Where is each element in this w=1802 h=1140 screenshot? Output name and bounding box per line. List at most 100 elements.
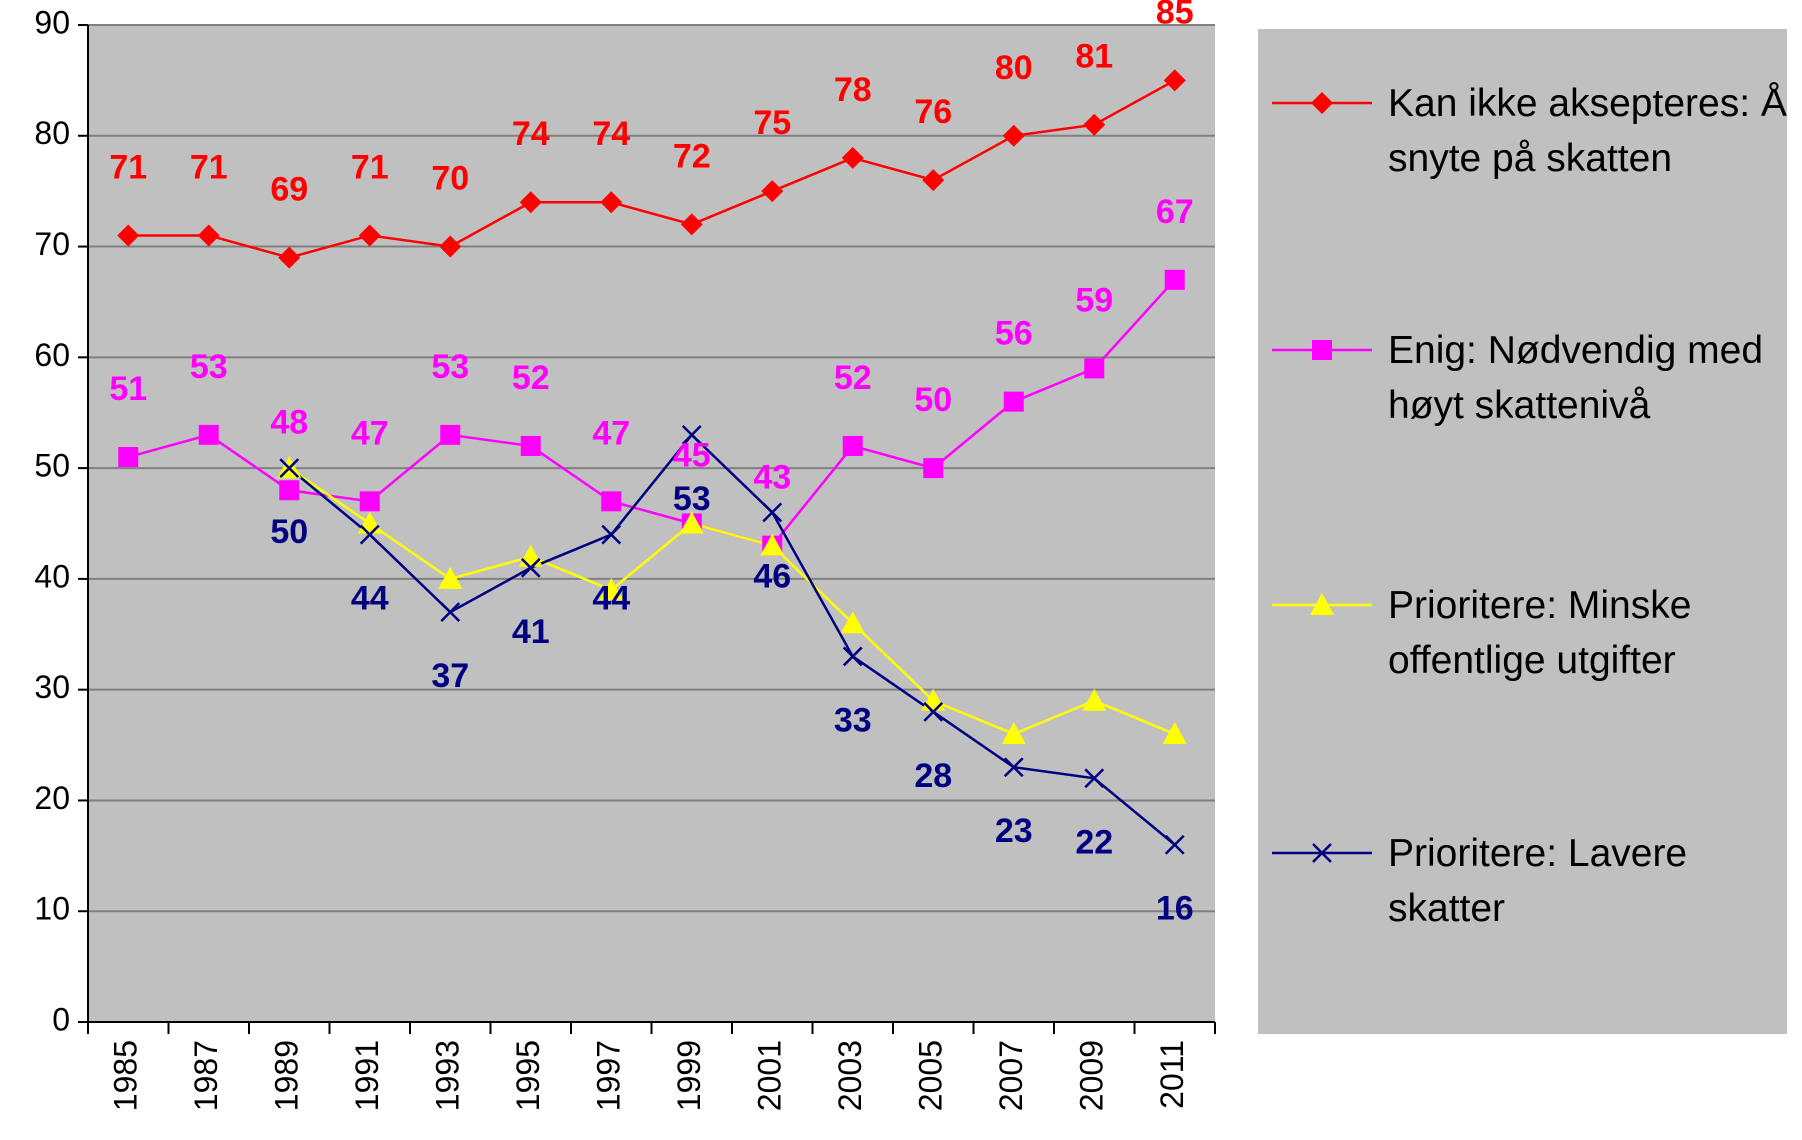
x-tick-label: 2009 bbox=[1074, 1040, 1110, 1111]
data-label: 41 bbox=[512, 613, 550, 651]
point bbox=[761, 180, 784, 203]
legend-swatch bbox=[1272, 92, 1372, 114]
data-label: 56 bbox=[995, 315, 1033, 353]
data-label: 44 bbox=[351, 580, 389, 618]
x-tick-label: 2005 bbox=[913, 1040, 949, 1111]
series-line bbox=[288, 467, 1176, 736]
point bbox=[842, 435, 863, 456]
data-label: 71 bbox=[351, 148, 389, 186]
point bbox=[762, 502, 783, 523]
point bbox=[681, 424, 702, 445]
data-label: 70 bbox=[431, 160, 469, 198]
y-tick-label: 90 bbox=[34, 4, 70, 40]
data-label: 33 bbox=[834, 701, 872, 739]
point bbox=[1003, 757, 1024, 778]
legend-label: Prioritere: Minske offentlige utgifter bbox=[1388, 584, 1692, 682]
series-line bbox=[127, 278, 1176, 548]
x-tick-label: 1987 bbox=[188, 1040, 224, 1111]
point bbox=[1163, 69, 1186, 92]
y-tick-label: 60 bbox=[34, 337, 70, 373]
legend-label: Enig: Nødvendig med høyt skattenivå bbox=[1388, 329, 1764, 427]
point bbox=[1164, 834, 1185, 855]
point bbox=[840, 611, 865, 634]
data-label: 74 bbox=[512, 115, 550, 153]
x-tick-label: 2007 bbox=[993, 1040, 1029, 1111]
data-label: 76 bbox=[914, 93, 952, 131]
point bbox=[520, 557, 541, 578]
legend-swatch bbox=[1272, 340, 1372, 360]
point bbox=[1084, 768, 1105, 789]
data-label: 43 bbox=[753, 459, 791, 497]
point bbox=[923, 458, 944, 479]
point bbox=[198, 424, 219, 445]
point bbox=[601, 524, 622, 545]
point bbox=[118, 447, 139, 468]
data-label: 47 bbox=[592, 414, 630, 452]
legend-marker bbox=[1312, 843, 1332, 863]
point bbox=[1164, 269, 1185, 290]
point bbox=[923, 701, 944, 722]
point bbox=[922, 169, 945, 192]
data-label: 81 bbox=[1075, 38, 1113, 76]
data-label: 78 bbox=[834, 71, 872, 109]
legend-entry: Prioritere: Lavere skatter bbox=[1258, 826, 1788, 936]
x-tick-label: 2001 bbox=[752, 1040, 788, 1111]
series-line bbox=[128, 79, 1176, 259]
plot-area bbox=[88, 25, 1215, 1022]
y-tick-label: 50 bbox=[34, 448, 70, 484]
point bbox=[680, 213, 703, 236]
x-tick-label: 2011 bbox=[1154, 1040, 1190, 1109]
point bbox=[1003, 391, 1024, 412]
point bbox=[601, 491, 622, 512]
data-label: 37 bbox=[431, 657, 469, 695]
data-label: 75 bbox=[753, 104, 791, 142]
x-tick-label: 1985 bbox=[108, 1040, 144, 1111]
point bbox=[1001, 721, 1026, 744]
y-tick-label: 40 bbox=[34, 558, 70, 594]
data-label: 67 bbox=[1156, 193, 1194, 231]
y-tick-label: 30 bbox=[34, 669, 70, 705]
point bbox=[117, 224, 140, 247]
point bbox=[438, 566, 463, 589]
y-tick-label: 0 bbox=[52, 1001, 70, 1037]
data-label: 52 bbox=[512, 359, 550, 397]
point bbox=[1084, 358, 1105, 379]
data-label: 53 bbox=[190, 348, 228, 386]
legend-swatch bbox=[1272, 843, 1372, 863]
point bbox=[359, 524, 380, 545]
x-tick-label: 1997 bbox=[591, 1040, 627, 1111]
legend: Kan ikke aksepteres: Å snyte på skatten E… bbox=[1258, 29, 1787, 1034]
data-label: 50 bbox=[270, 513, 308, 551]
y-tick-label: 20 bbox=[34, 780, 70, 816]
point bbox=[439, 235, 462, 258]
legend-entry: Enig: Nødvendig med høyt skattenivå bbox=[1258, 323, 1788, 433]
y-tick-label: 80 bbox=[34, 115, 70, 151]
data-label: 71 bbox=[190, 148, 228, 186]
data-label: 48 bbox=[270, 403, 308, 441]
legend-entry: Kan ikke aksepteres: Å snyte på skatten bbox=[1258, 76, 1788, 186]
legend-marker bbox=[1312, 340, 1332, 360]
data-label: 52 bbox=[834, 359, 872, 397]
data-label: 50 bbox=[914, 381, 952, 419]
point bbox=[842, 646, 863, 667]
point bbox=[1083, 113, 1106, 136]
x-tick-label: 1995 bbox=[510, 1040, 546, 1111]
data-label: 22 bbox=[1075, 823, 1113, 861]
data-label: 80 bbox=[995, 49, 1033, 87]
data-label: 74 bbox=[592, 115, 630, 153]
data-label: 47 bbox=[351, 414, 389, 452]
point bbox=[440, 424, 461, 445]
data-label: 44 bbox=[592, 580, 630, 618]
point bbox=[841, 146, 864, 169]
x-tick-label: 1999 bbox=[671, 1040, 707, 1111]
point bbox=[279, 458, 300, 478]
legend-marker bbox=[1311, 92, 1333, 114]
point bbox=[359, 491, 380, 512]
chart: 0 10 20 30 40 50 60 70 80 90 1985 1987 1989 1991 1993 1… bbox=[34, 0, 1216, 1111]
data-label: 72 bbox=[673, 137, 711, 175]
point bbox=[1082, 688, 1107, 711]
legend-swatch bbox=[1272, 593, 1372, 615]
point bbox=[1162, 721, 1187, 744]
data-label: 46 bbox=[753, 557, 791, 595]
